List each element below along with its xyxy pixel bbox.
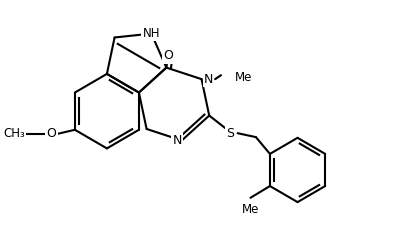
- Text: O: O: [46, 127, 57, 140]
- Text: N: N: [204, 73, 213, 86]
- Text: Me: Me: [235, 71, 252, 84]
- Text: S: S: [227, 127, 235, 140]
- Text: Me: Me: [242, 203, 259, 215]
- Text: N: N: [173, 134, 182, 147]
- Text: CH₃: CH₃: [4, 127, 25, 140]
- Text: O: O: [163, 49, 173, 62]
- Text: NH: NH: [143, 27, 160, 40]
